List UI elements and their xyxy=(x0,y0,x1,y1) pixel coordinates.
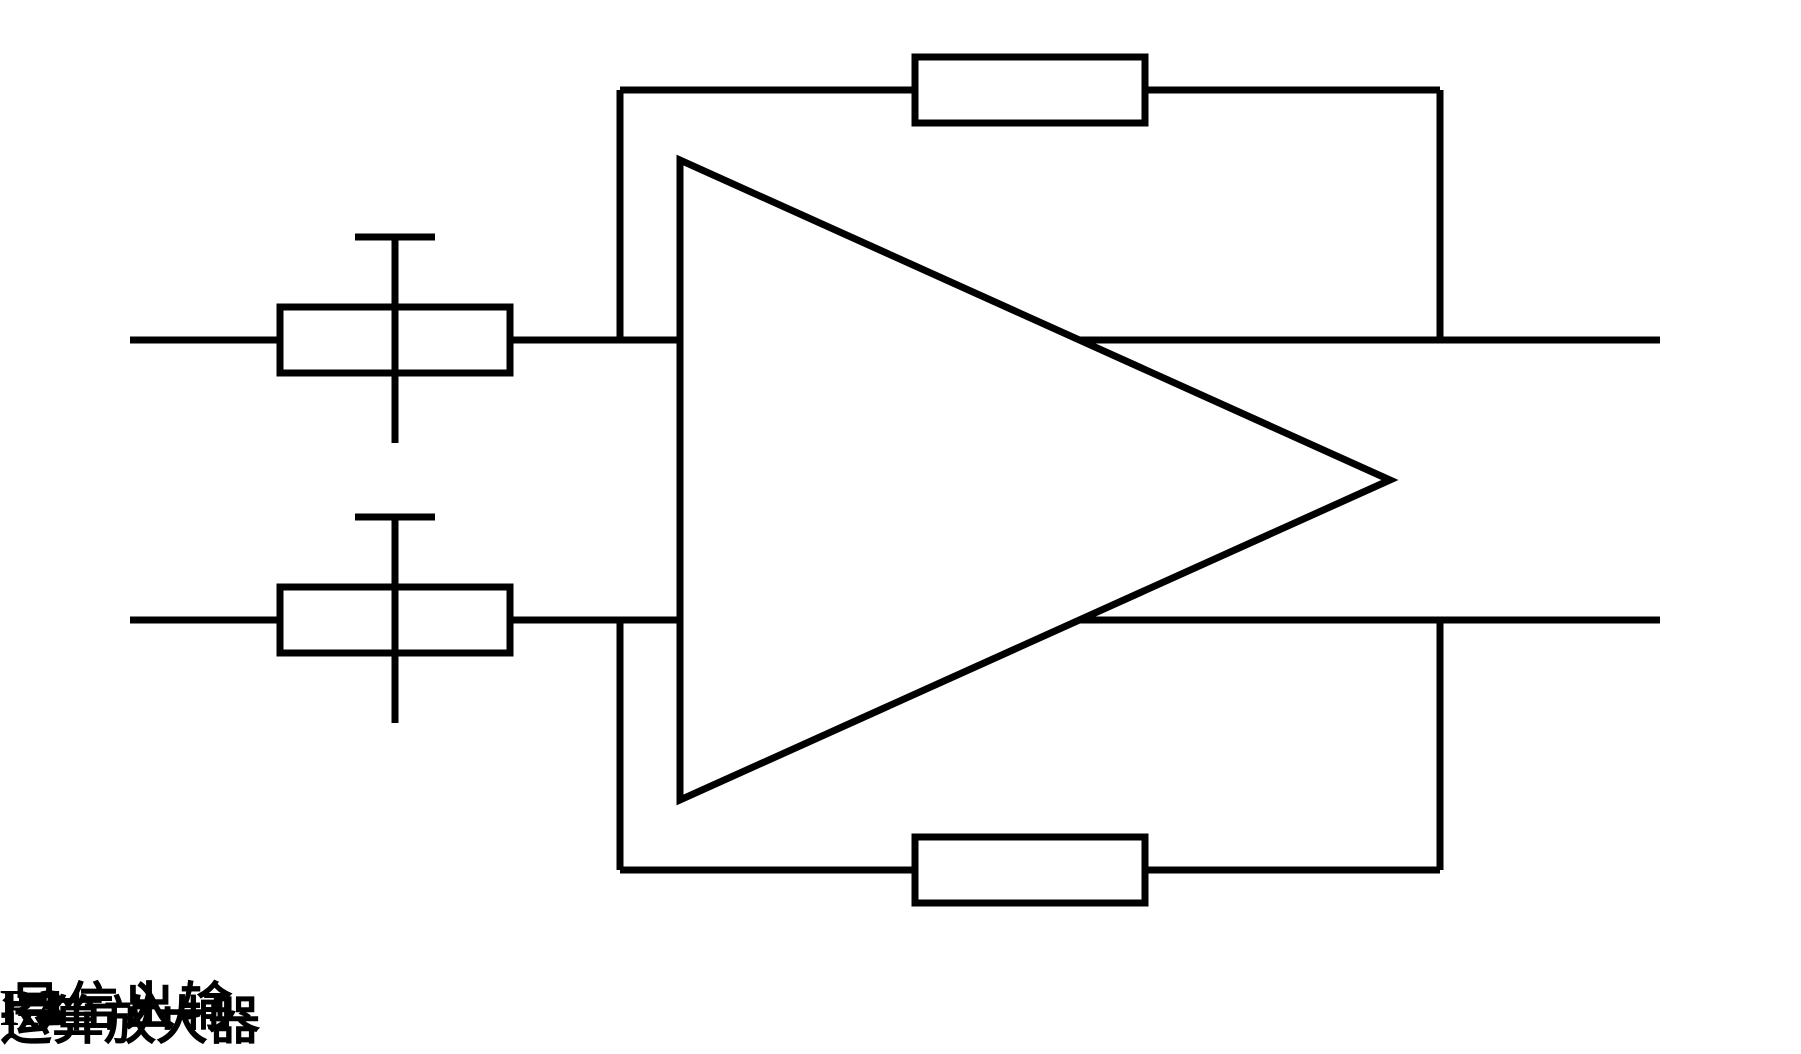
amp-label: 运算放大器 xyxy=(0,979,260,1054)
circuit-svg xyxy=(0,0,1801,979)
circuit-diagram: 输入信号 输出信号 R1 R2 R3 R4 运算放大器 xyxy=(0,0,1801,979)
